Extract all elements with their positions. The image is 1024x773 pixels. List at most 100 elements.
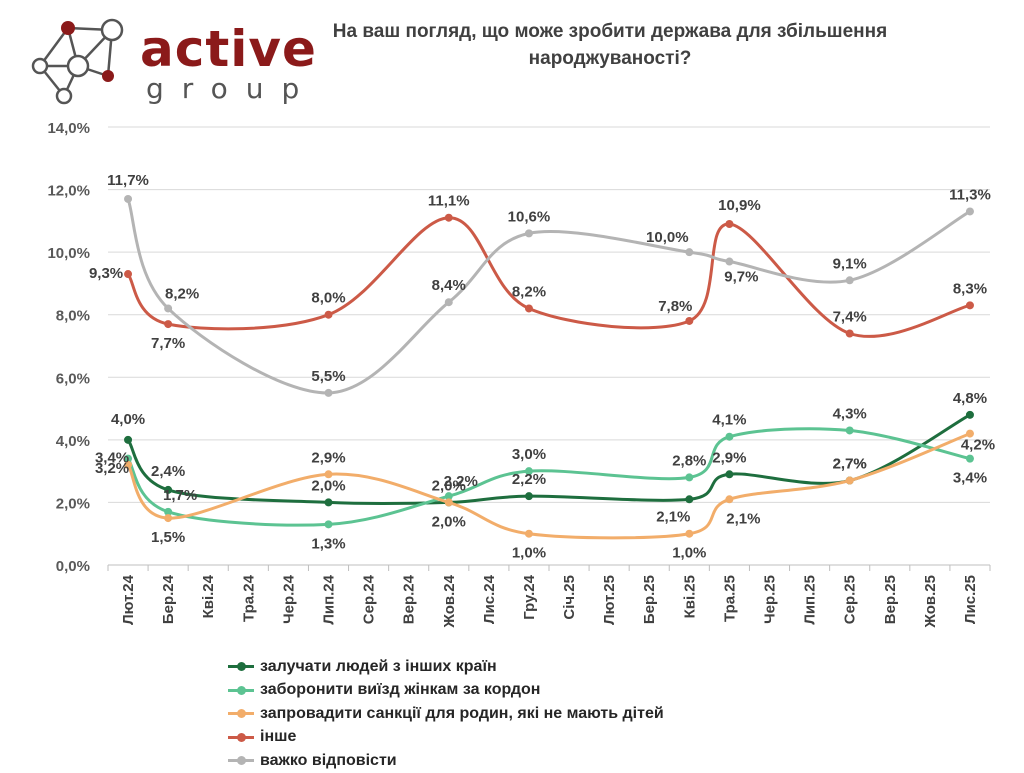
series-line bbox=[126, 198, 971, 395]
data-label: 4,8% bbox=[953, 390, 987, 407]
x-tick-label: Чер.25 bbox=[762, 575, 779, 624]
x-tick-label: Тра.25 bbox=[721, 575, 738, 622]
series-line bbox=[126, 432, 971, 540]
x-tick-label: Лют.25 bbox=[601, 575, 618, 625]
data-label: 1,0% bbox=[672, 545, 706, 562]
x-tick-label: Чер.24 bbox=[280, 574, 297, 624]
data-point bbox=[725, 470, 734, 479]
data-point bbox=[524, 529, 533, 538]
data-point bbox=[845, 276, 854, 285]
legend-item-1: заборонити виїзд жінкам за кордон bbox=[228, 679, 664, 703]
data-label: 2,0% bbox=[311, 477, 345, 494]
data-label: 7,4% bbox=[833, 308, 867, 325]
data-point bbox=[685, 248, 694, 257]
brand-name-bottom: group bbox=[146, 72, 318, 105]
data-point bbox=[324, 470, 333, 479]
data-point bbox=[725, 257, 734, 266]
data-point bbox=[524, 304, 533, 313]
data-point bbox=[444, 492, 453, 501]
x-tick-label: Бер.25 bbox=[641, 575, 658, 624]
data-point bbox=[324, 520, 333, 529]
data-point bbox=[124, 194, 133, 203]
data-point bbox=[164, 514, 173, 523]
data-label: 11,1% bbox=[428, 193, 470, 210]
x-tick-label: Бер.24 bbox=[160, 574, 177, 624]
data-point bbox=[685, 473, 694, 482]
legend-item-0: залучати людей з інших країн bbox=[228, 655, 664, 679]
data-point bbox=[965, 207, 974, 216]
y-tick-label: 12,0% bbox=[47, 183, 90, 200]
data-label: 4,0% bbox=[111, 411, 145, 428]
series-3 bbox=[124, 213, 974, 338]
series-1 bbox=[124, 426, 974, 529]
legend-swatch bbox=[228, 756, 254, 766]
data-label: 1,3% bbox=[311, 535, 345, 552]
x-tick-label: Кві.24 bbox=[200, 574, 217, 618]
data-label: 8,2% bbox=[512, 283, 546, 300]
data-label: 8,4% bbox=[432, 277, 466, 294]
data-label: 2,7% bbox=[833, 456, 867, 473]
data-point bbox=[324, 310, 333, 319]
data-point bbox=[965, 410, 974, 419]
y-tick-label: 6,0% bbox=[56, 370, 90, 387]
legend-swatch bbox=[228, 732, 254, 742]
data-label: 2,9% bbox=[712, 449, 746, 466]
data-label: 1,0% bbox=[512, 545, 546, 562]
data-label: 11,7% bbox=[107, 172, 149, 189]
x-tick-label: Жов.25 bbox=[922, 575, 939, 629]
data-point bbox=[965, 454, 974, 463]
data-point bbox=[965, 301, 974, 310]
data-label: 4,2% bbox=[961, 437, 995, 454]
data-label: 8,0% bbox=[311, 290, 345, 307]
x-tick-label: Жов.24 bbox=[441, 574, 458, 628]
data-point bbox=[845, 426, 854, 435]
data-point bbox=[124, 460, 133, 469]
legend-label: заборонити виїзд жінкам за кордон bbox=[260, 681, 541, 699]
x-tick-label: Тра.24 bbox=[240, 574, 257, 622]
data-point bbox=[324, 388, 333, 397]
data-label: 3,0% bbox=[512, 446, 546, 463]
data-label: 3,2% bbox=[95, 460, 129, 477]
data-point bbox=[324, 498, 333, 507]
x-tick-label: Сер.25 bbox=[842, 575, 859, 624]
data-label: 9,1% bbox=[833, 255, 867, 272]
x-tick-label: Кві.25 bbox=[681, 575, 698, 618]
data-label: 2,0% bbox=[432, 513, 466, 530]
data-point bbox=[124, 270, 133, 279]
y-tick-label: 10,0% bbox=[47, 245, 90, 262]
data-label: 2,2% bbox=[444, 473, 478, 490]
data-point bbox=[685, 316, 694, 325]
data-point bbox=[524, 492, 533, 501]
data-label: 8,2% bbox=[165, 285, 199, 302]
x-tick-label: Лип.25 bbox=[802, 575, 819, 625]
series-line bbox=[126, 413, 971, 506]
legend-swatch bbox=[228, 685, 254, 695]
data-point bbox=[124, 435, 133, 444]
x-tick-label: Лют.24 bbox=[120, 574, 137, 624]
x-tick-label: Вер.25 bbox=[882, 575, 899, 624]
data-label: 2,8% bbox=[672, 452, 706, 469]
data-label: 3,4% bbox=[953, 470, 987, 487]
network-logo-icon bbox=[31, 18, 124, 105]
x-tick-label: Лип.24 bbox=[321, 574, 338, 624]
data-label: 8,3% bbox=[953, 280, 987, 297]
data-label: 10,9% bbox=[718, 197, 761, 214]
data-point bbox=[685, 529, 694, 538]
data-label: 4,1% bbox=[712, 412, 746, 429]
chart-title: На ваш погляд, що може зробити держава д… bbox=[332, 21, 888, 69]
data-point bbox=[845, 329, 854, 338]
data-point bbox=[524, 467, 533, 476]
data-label: 2,4% bbox=[151, 463, 185, 480]
legend-item-3: інше bbox=[228, 726, 664, 750]
x-tick-label: Вер.24 bbox=[401, 574, 418, 624]
data-point bbox=[164, 304, 173, 313]
data-label: 3,4% bbox=[95, 450, 129, 467]
x-tick-label: Гру.24 bbox=[521, 574, 538, 619]
data-label: 2,1% bbox=[726, 510, 760, 527]
data-label: 1,7% bbox=[163, 487, 197, 504]
data-point bbox=[845, 476, 854, 485]
data-label: 1,5% bbox=[151, 529, 185, 546]
active-group-logo: active group bbox=[28, 14, 318, 106]
data-point bbox=[444, 213, 453, 222]
